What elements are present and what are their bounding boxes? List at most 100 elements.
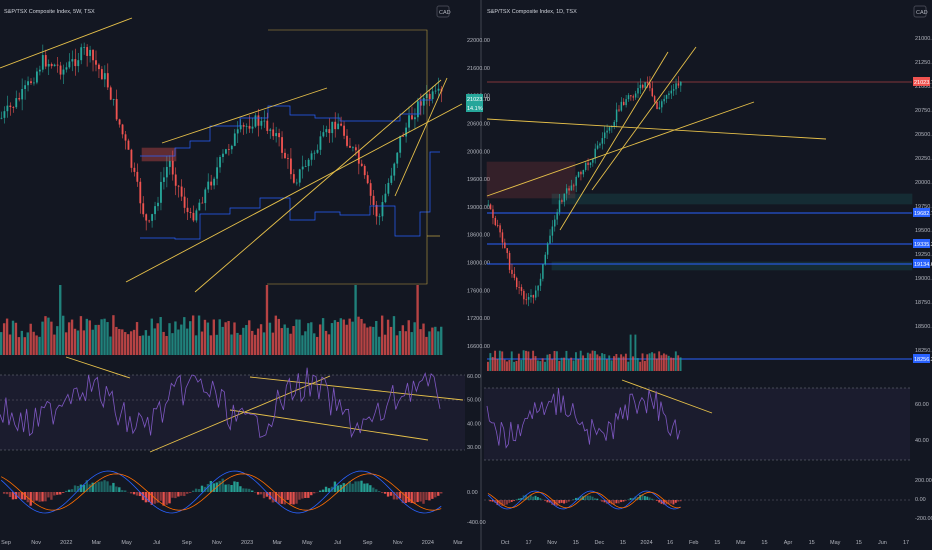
right-trendline-4[interactable] xyxy=(591,46,697,191)
right-candle xyxy=(623,101,625,106)
left-candle xyxy=(165,166,168,178)
left-macd-bar xyxy=(91,482,94,492)
left-candle xyxy=(201,202,204,204)
right-macd-bar xyxy=(648,497,651,500)
left-candle xyxy=(434,90,437,92)
left-candle xyxy=(83,47,86,48)
left-macd-bar xyxy=(2,492,6,494)
right-price-tag-text: 21023.70 xyxy=(914,80,932,86)
left-candle xyxy=(405,127,407,137)
left-macd-bar xyxy=(26,492,29,503)
left-volume-bar xyxy=(76,330,80,355)
right-macd-bar xyxy=(503,500,506,506)
left-candle xyxy=(422,98,425,106)
right-candle xyxy=(658,107,661,109)
left-macd-bar xyxy=(174,492,177,499)
left-volume-bar xyxy=(29,323,32,355)
left-volume-bar xyxy=(236,332,239,355)
left-trendline-2[interactable] xyxy=(161,87,328,144)
right-time-axis-label: Mar xyxy=(736,540,746,546)
left-macd-bar xyxy=(150,492,153,505)
left-candle xyxy=(322,132,325,137)
left-volume-bar xyxy=(286,327,289,355)
left-candle xyxy=(245,125,248,127)
right-candle xyxy=(546,243,549,255)
right-candle xyxy=(651,88,654,97)
left-candle xyxy=(390,175,393,183)
left-candle xyxy=(118,119,121,125)
right-volume-bar xyxy=(653,353,656,371)
right-volume-bar xyxy=(558,360,561,371)
left-currency-badge[interactable] xyxy=(436,5,450,18)
left-candle xyxy=(183,196,186,208)
left-volume-bar xyxy=(168,323,171,355)
right-rsi-trendline[interactable] xyxy=(621,379,713,414)
left-candle xyxy=(227,149,230,150)
left-trendline-4[interactable] xyxy=(194,79,442,293)
left-macd-bar xyxy=(67,489,71,492)
left-rsi-trend-3[interactable] xyxy=(249,376,464,401)
right-time-axis-label: Jun xyxy=(878,540,887,546)
right-trendline-3[interactable] xyxy=(559,51,669,231)
right-chart-pane[interactable]: S&P/TSX Composite Index, 1D, TSX CAD xyxy=(484,5,932,546)
left-volume-bar xyxy=(283,324,286,355)
left-macd xyxy=(0,470,443,514)
right-time-axis-label: 16 xyxy=(667,540,673,546)
right-candle xyxy=(489,204,492,210)
left-volume-bar xyxy=(62,315,65,355)
left-candle xyxy=(307,159,310,167)
left-macd-bar xyxy=(147,492,151,503)
left-lower-channel xyxy=(140,151,440,240)
right-supply-zone[interactable] xyxy=(486,161,576,199)
right-macd-bar xyxy=(677,500,680,502)
left-volume-bar xyxy=(5,318,9,355)
left-candle xyxy=(393,163,396,176)
left-trendline-1[interactable] xyxy=(0,17,133,69)
left-chart-pane[interactable]: S&P/TSX Composite Index, 5W, TSX CAD xyxy=(0,5,490,546)
left-macd-bar xyxy=(286,492,289,500)
left-volume-bar xyxy=(186,328,189,355)
left-macd-bar xyxy=(224,484,227,492)
right-volume-bar xyxy=(541,358,544,371)
left-macd-bar xyxy=(298,492,301,500)
left-volume-bar xyxy=(271,332,275,355)
left-macd-bar xyxy=(245,488,248,492)
right-price-axis-label: 20750.00 xyxy=(915,108,932,114)
left-macd-bar xyxy=(165,492,168,505)
right-volume-bar xyxy=(632,356,634,371)
right-demand-zone-1[interactable] xyxy=(551,193,913,205)
left-candle xyxy=(103,73,106,80)
right-trendline-2[interactable] xyxy=(486,101,755,197)
right-time-axis[interactable]: Oct 17 Nov 15 Dec 15 2024 16 Feb 15 Mar 15 Apr 15 May 1… xyxy=(501,540,909,546)
left-volume-bar xyxy=(256,328,260,355)
left-macd-bar xyxy=(259,492,263,495)
right-candle xyxy=(573,185,575,187)
right-demand-zone-2[interactable] xyxy=(551,261,913,271)
left-volume-bar xyxy=(200,331,204,355)
left-trendline-5[interactable] xyxy=(394,77,448,197)
left-candle xyxy=(349,145,351,148)
left-volume-bar xyxy=(292,326,295,355)
left-candle xyxy=(284,152,286,159)
left-range-box[interactable] xyxy=(267,29,428,285)
right-currency-badge[interactable] xyxy=(913,5,927,18)
left-rsi-trend-4[interactable] xyxy=(229,409,429,441)
left-candle xyxy=(133,167,136,172)
left-price-axis-label: 22000.00 xyxy=(467,38,490,44)
left-rsi-trend-1[interactable] xyxy=(65,356,131,379)
left-volume-bar xyxy=(304,331,307,355)
left-resistance-zone[interactable] xyxy=(141,147,177,162)
right-macd-bar xyxy=(551,500,554,505)
right-candle xyxy=(561,200,563,202)
left-candle xyxy=(24,85,27,90)
left-time-axis[interactable]: Sep Nov 2022 Mar May Jul Sep Nov 2023 Mar May Jul Se… xyxy=(1,540,463,546)
left-macd-bar xyxy=(203,486,207,492)
right-price-axis[interactable]: 21000.00 21250.00 21000.00 20750.00 20500.00… xyxy=(915,36,932,354)
left-macd-bar xyxy=(383,492,387,494)
right-trendline-1[interactable] xyxy=(486,118,827,140)
right-macd-bar xyxy=(620,500,623,503)
right-candle xyxy=(670,90,673,94)
left-trendline-3[interactable] xyxy=(125,103,463,283)
